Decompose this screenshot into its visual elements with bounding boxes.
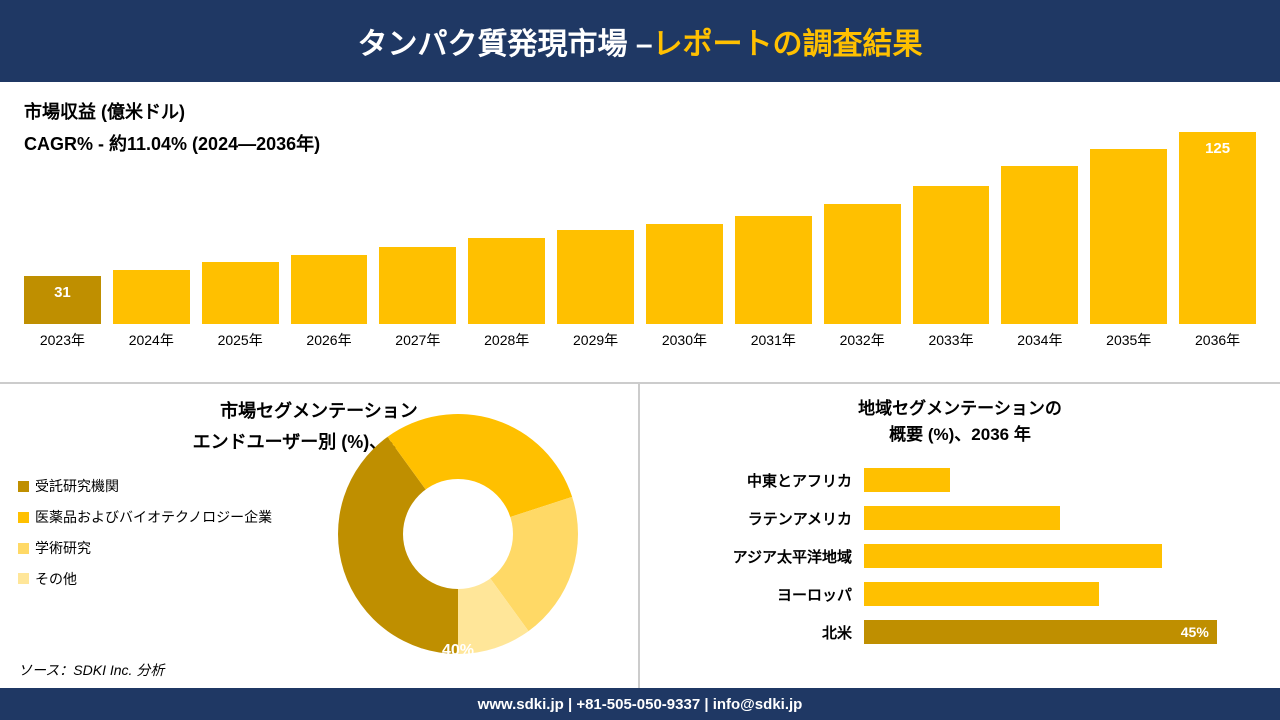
page-title: タンパク質発現市場 –レポートの調査結果 [357, 19, 922, 63]
hbar-track: 45% [864, 620, 1256, 644]
bar-wrap: 2027年 [379, 247, 456, 350]
bar-x-label: 2030年 [662, 330, 707, 350]
bar-x-label: 2026年 [306, 330, 351, 350]
bar-wrap: 2024年 [113, 270, 190, 350]
bar [113, 270, 190, 324]
bar-wrap: 2028年 [468, 238, 545, 350]
bar [913, 186, 990, 324]
hbar-row: 北米 45% [664, 613, 1256, 651]
legend-label: その他 [35, 564, 77, 595]
bar-wrap: 2026年 [291, 255, 368, 350]
legend-label: 医薬品およびバイオテクノロジー企業 [35, 502, 272, 533]
bar [824, 204, 901, 324]
legend-label: 学術研究 [35, 533, 91, 564]
hbar-track [864, 582, 1256, 606]
footer: www.sdki.jp | +81-505-050-9337 | info@sd… [0, 688, 1280, 720]
bar [468, 238, 545, 324]
donut-chart: 40% [338, 414, 578, 654]
bar-wrap: 2029年 [557, 230, 634, 350]
hbar-title-1: 地域セグメンテーションの [664, 396, 1256, 422]
hbar-fill [864, 468, 950, 492]
bar-x-label: 2036年 [1195, 330, 1240, 350]
bar [735, 216, 812, 324]
bar-x-label: 2024年 [129, 330, 174, 350]
bar-x-label: 2034年 [1017, 330, 1062, 350]
bar-wrap: 31 2023年 [24, 276, 101, 350]
bar-x-label: 2029年 [573, 330, 618, 350]
hbar-row: ヨーロッパ [664, 575, 1256, 613]
legend-swatch [18, 512, 29, 523]
hbar-label: アジア太平洋地域 [664, 546, 864, 567]
bar [557, 230, 634, 324]
hbar-label: ヨーロッパ [664, 584, 864, 605]
title-main: タンパク質発現市場 – [357, 28, 652, 61]
bar-chart: 31 2023年 2024年 2025年 2026年 2027年 2028年 2029年 203… [24, 150, 1256, 350]
donut-highlight-label: 40% [442, 642, 474, 660]
hbar-track [864, 468, 1256, 492]
donut-panel: 市場セグメンテーション エンドユーザー別 (%)、2036年 受託研究機関医薬品… [0, 384, 640, 688]
bar-title-1: 市場収益 (億米ドル) [24, 96, 1256, 128]
bar [646, 224, 723, 324]
legend-swatch [18, 481, 29, 492]
bar: 125 [1179, 132, 1256, 324]
bar-value-label: 125 [1179, 140, 1256, 157]
bottom-panels: 市場セグメンテーション エンドユーザー別 (%)、2036年 受託研究機関医薬品… [0, 382, 1280, 688]
bar-x-label: 2025年 [218, 330, 263, 350]
bar [1001, 166, 1078, 324]
bar-wrap: 2034年 [1001, 166, 1078, 350]
bar-x-label: 2032年 [840, 330, 885, 350]
bar-wrap: 2035年 [1090, 149, 1167, 350]
bar: 31 [24, 276, 101, 324]
title-accent: レポートの調査結果 [653, 28, 923, 61]
bar-chart-section: 市場収益 (億米ドル) CAGR% - 約11.04% (2024―2036年)… [0, 82, 1280, 382]
bar-x-label: 2035年 [1106, 330, 1151, 350]
bar-x-label: 2028年 [484, 330, 529, 350]
bar-x-label: 2031年 [751, 330, 796, 350]
hbar-fill [864, 506, 1060, 530]
hbar-fill [864, 582, 1099, 606]
source-text: ソース：SDKI Inc. 分析 [18, 660, 164, 680]
hbar-track [864, 506, 1256, 530]
bar [202, 262, 279, 324]
bar-wrap: 125 2036年 [1179, 132, 1256, 350]
hbar-fill: 45% [864, 620, 1217, 644]
bar-x-label: 2023年 [40, 330, 85, 350]
bar-wrap: 2032年 [824, 204, 901, 350]
hbar-chart: 中東とアフリカラテンアメリカアジア太平洋地域ヨーロッパ北米 45% [664, 461, 1256, 651]
hbar-row: ラテンアメリカ [664, 499, 1256, 537]
hbar-label: 北米 [664, 622, 864, 643]
hbar-row: アジア太平洋地域 [664, 537, 1256, 575]
bar [379, 247, 456, 324]
hbar-label: ラテンアメリカ [664, 508, 864, 529]
bar-wrap: 2025年 [202, 262, 279, 350]
legend-label: 受託研究機関 [35, 471, 119, 502]
hbar-panel: 地域セグメンテーションの 概要 (%)、2036 年 中東とアフリカラテンアメリ… [640, 384, 1280, 688]
footer-text: www.sdki.jp | +81-505-050-9337 | info@sd… [478, 696, 803, 713]
hbar-value-label: 45% [1181, 624, 1209, 640]
legend-swatch [18, 573, 29, 584]
bar [291, 255, 368, 324]
bar-x-label: 2033年 [928, 330, 973, 350]
bar-wrap: 2030年 [646, 224, 723, 350]
bar-wrap: 2031年 [735, 216, 812, 350]
header: タンパク質発現市場 –レポートの調査結果 [0, 0, 1280, 82]
bar [1090, 149, 1167, 324]
hbar-title-2: 概要 (%)、2036 年 [664, 422, 1256, 448]
bar-x-label: 2027年 [395, 330, 440, 350]
hbar-label: 中東とアフリカ [664, 470, 864, 491]
hbar-title: 地域セグメンテーションの 概要 (%)、2036 年 [664, 396, 1256, 447]
legend-swatch [18, 543, 29, 554]
donut-hole [403, 479, 513, 589]
hbar-track [864, 544, 1256, 568]
hbar-fill [864, 544, 1162, 568]
hbar-row: 中東とアフリカ [664, 461, 1256, 499]
bar-value-label: 31 [24, 284, 101, 301]
bar-wrap: 2033年 [913, 186, 990, 350]
